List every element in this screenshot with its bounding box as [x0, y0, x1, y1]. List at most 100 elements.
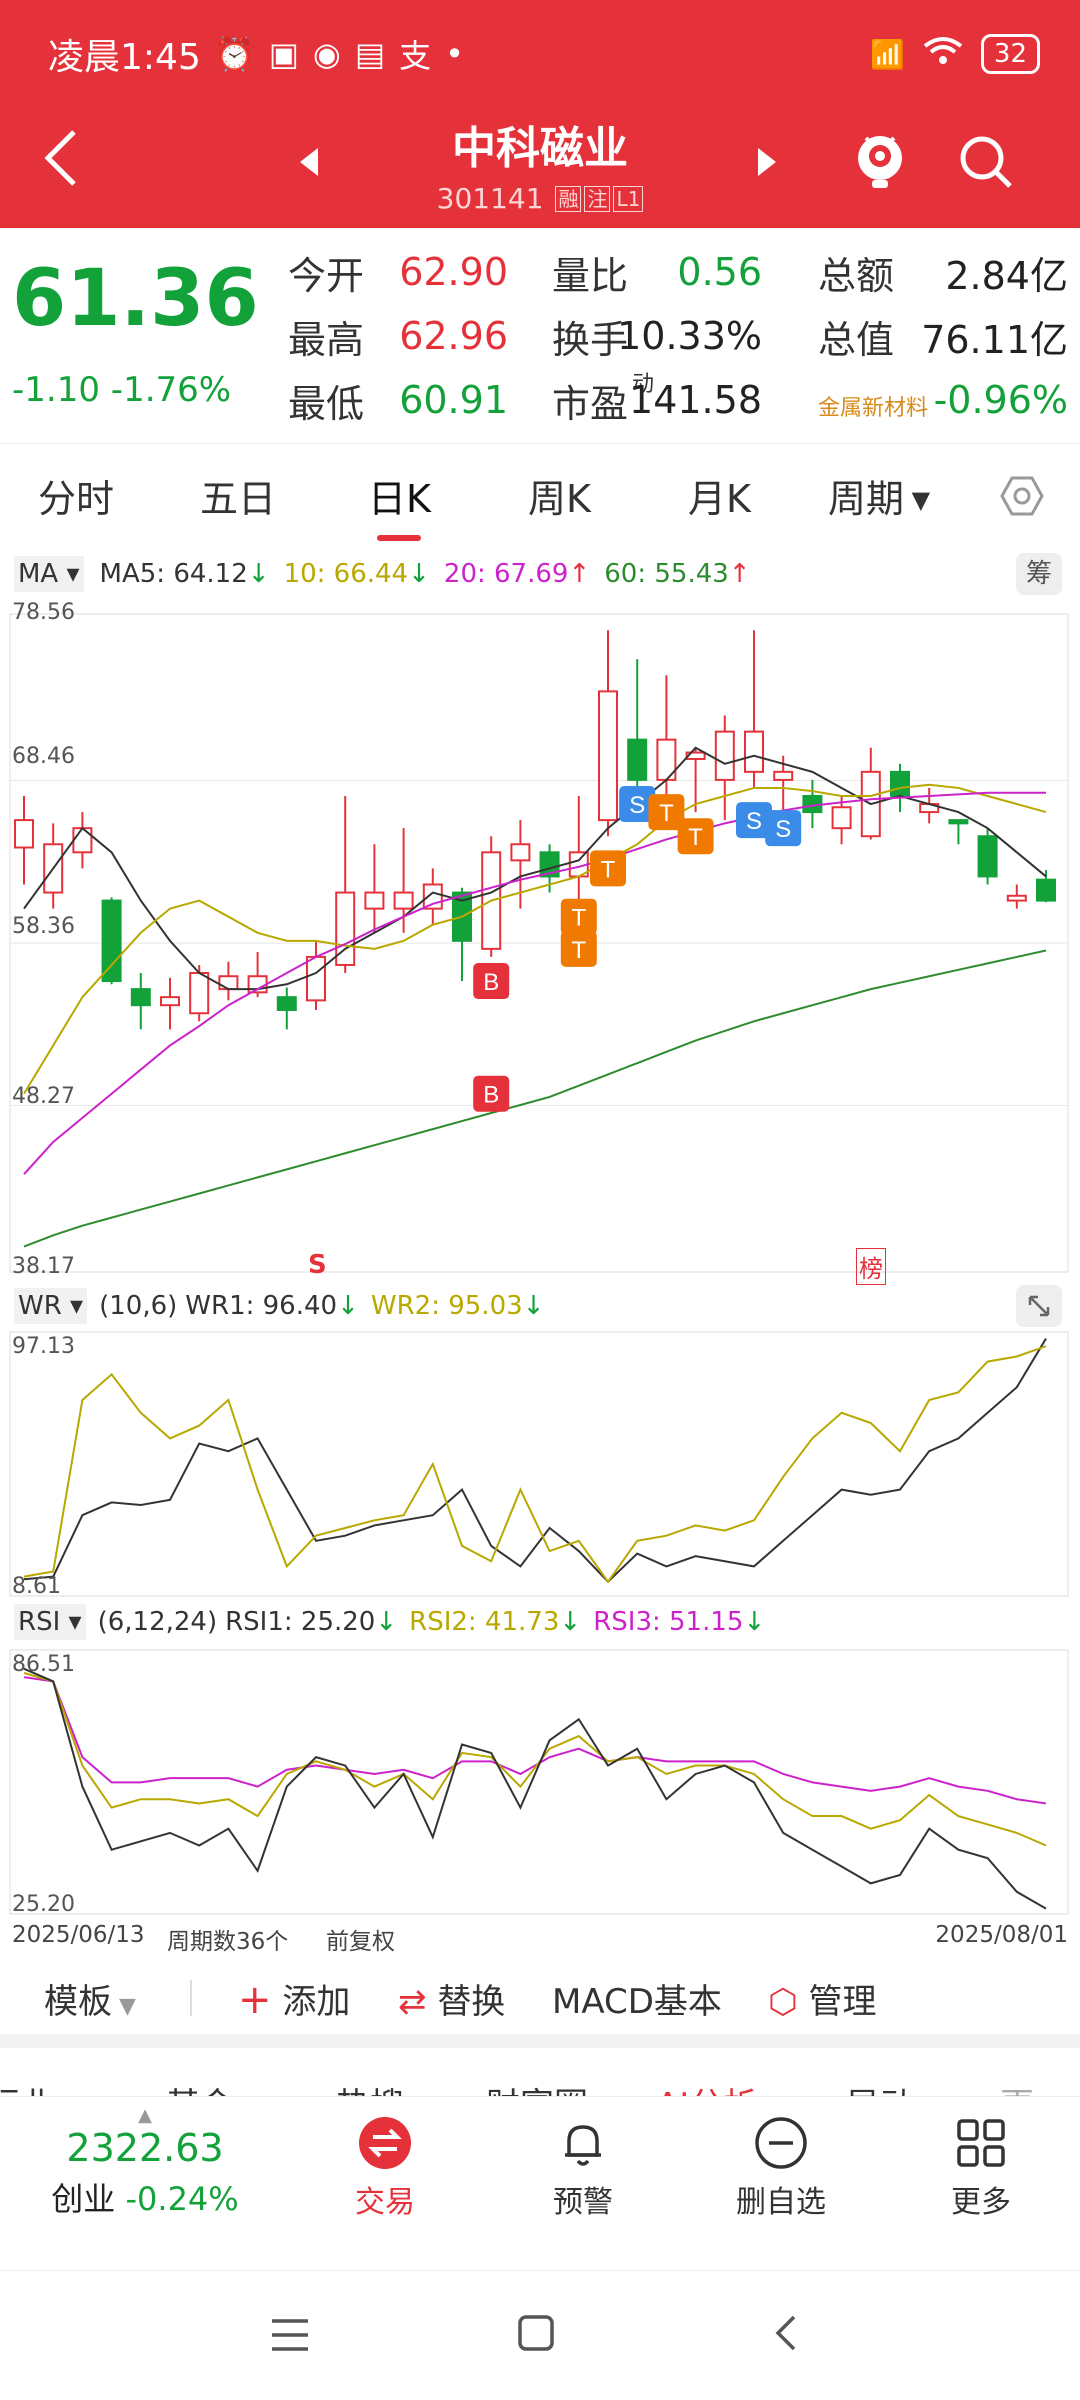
nav-remove-watch[interactable]: 删自选	[706, 2115, 856, 2221]
system-nav	[0, 2270, 1080, 2400]
ma10-arrow: ↓	[408, 559, 430, 589]
candle-body	[189, 972, 210, 1015]
candle-body	[627, 738, 648, 781]
wr-frame	[9, 1331, 1069, 1597]
replace-label: 替换	[437, 1981, 506, 2022]
info-tab-forum[interactable]: 财富圈	[486, 2078, 588, 2096]
home-icon[interactable]	[516, 2313, 556, 2353]
wr1-value: WR1: 96.40	[185, 1291, 338, 1321]
replace-icon: ⇄	[398, 1981, 427, 2022]
manage-label: 管理	[808, 1981, 877, 2022]
index-value: 2322.63	[66, 2126, 224, 2170]
minus-circle-icon	[755, 2117, 807, 2169]
info-tab-industry[interactable]: 行业	[0, 2078, 54, 2096]
quote-value: -0.96%	[933, 378, 1068, 422]
info-tab-fund[interactable]: 基金	[166, 2078, 234, 2096]
s-mark: S	[308, 1250, 327, 1280]
info-tab-ai[interactable]: AI分析	[656, 2078, 757, 2096]
app-header: 凌晨1:45 ⏰ ▣ ◉ ▤ 支 • 📶 32 中科磁业 301141 融注 L1	[0, 0, 1080, 228]
ma60-arrow: ↑	[728, 559, 751, 589]
trade-marker	[560, 898, 597, 935]
expand-icon[interactable]	[1016, 1285, 1062, 1327]
add-button[interactable]: + 添加	[238, 1974, 350, 2023]
next-stock-icon[interactable]	[758, 148, 776, 176]
rsi-y-bottom: 25.20	[12, 1892, 75, 1917]
alarm-icon: ⏰	[214, 35, 255, 73]
search-icon[interactable]	[956, 132, 1016, 192]
quote-label: 量比	[552, 253, 629, 298]
candle-body	[1036, 878, 1056, 902]
nav-alert[interactable]: 预警	[508, 2115, 658, 2221]
tab-weekly-k[interactable]: 周K	[528, 477, 591, 521]
tab-period[interactable]: 周期 ▼	[828, 468, 930, 523]
wr1-arrow: ↓	[337, 1291, 359, 1321]
rsi3-line	[23, 1676, 1047, 1805]
back-nav-icon[interactable]	[770, 2313, 800, 2353]
ma-selector[interactable]: MA ▾	[14, 556, 84, 592]
wr-bar: WR ▾ (10,6) WR1: 96.40 ↓ WR2: 95.03 ↓	[0, 1284, 1080, 1328]
index-widget[interactable]: ▲ 2322.63 创业 -0.24%	[30, 2105, 260, 2220]
menu-icon[interactable]	[268, 2315, 312, 2355]
template-label: 模板	[44, 1981, 112, 2022]
quote-row: 最低 60.91 市盈动 141.58 金属新材料 -0.96%	[288, 370, 1068, 430]
quote-row: 最高 62.96 换手 10.33% 总值 76.11亿	[288, 306, 1068, 366]
candle-body	[685, 751, 706, 760]
mascot-icon[interactable]	[848, 128, 912, 192]
grid-icon	[957, 2119, 1005, 2167]
template-button[interactable]: 模板 ▼	[44, 1974, 136, 2023]
nav-trade[interactable]: 交易	[310, 2115, 460, 2221]
replace-button[interactable]: ⇄ 替换	[398, 1974, 505, 2023]
info-tab-move[interactable]: 异动	[846, 2078, 914, 2096]
macd-button[interactable]: MACD基本	[552, 1981, 722, 2022]
ma5-value: MA5: 64.12	[99, 559, 248, 589]
info-tab-hot[interactable]: 热搜	[336, 2078, 404, 2096]
chip-button[interactable]: 筹	[1016, 553, 1062, 595]
rsi2-line	[23, 1672, 1047, 1847]
trade-marker-label: T	[571, 905, 586, 932]
settings-icon[interactable]	[998, 472, 1046, 520]
candle-body	[306, 955, 326, 1002]
candle-body	[276, 996, 297, 1012]
dot-icon: •	[445, 35, 464, 73]
rsi-selector-label: RSI	[18, 1607, 61, 1637]
quote-label: 总额	[818, 253, 895, 298]
rsi-selector[interactable]: RSI ▾	[14, 1604, 86, 1640]
trade-marker	[677, 818, 714, 855]
index-change: -0.24%	[125, 2180, 239, 2218]
stock-code: 301141	[436, 182, 544, 215]
trade-marker-label: T	[688, 824, 703, 851]
quote-value: 62.90	[399, 250, 508, 294]
bottom-nav: ▲ 2322.63 创业 -0.24% 交易 预警 删自选 更多	[0, 2096, 1080, 2266]
candle-body	[977, 835, 998, 878]
prev-stock-icon[interactable]	[300, 148, 318, 176]
rsi1-arrow: ↓	[375, 1607, 398, 1637]
trade-marker-label: T	[659, 800, 674, 827]
candle-body	[393, 891, 414, 910]
rsi-chart[interactable]	[0, 1648, 1080, 1918]
manage-button[interactable]: ⬡ 管理	[768, 1974, 877, 2023]
quote-value: 141.58	[629, 378, 762, 422]
rsi-bar: RSI ▾ (6,12,24) RSI1: 25.20 ↓ RSI2: 41.73…	[0, 1600, 1080, 1644]
tab-intraday[interactable]: 分时	[38, 477, 115, 521]
wechat-icon: ◉	[312, 35, 341, 73]
candle-body	[14, 819, 34, 849]
info-tab-more[interactable]: 更	[1000, 2078, 1034, 2096]
wr-chart[interactable]	[0, 1330, 1080, 1600]
dropdown-icon: ▼	[904, 486, 931, 514]
candle-body	[948, 819, 969, 825]
bang-mark[interactable]: 榜	[856, 1248, 886, 1285]
divider	[190, 1980, 192, 2016]
wr-selector[interactable]: WR ▾	[14, 1288, 88, 1324]
wr-params: (10,6)	[99, 1291, 178, 1321]
tab-monthly-k[interactable]: 月K	[688, 477, 751, 521]
plus-icon: +	[238, 1976, 272, 2023]
rsi3-value: RSI3: 51.15	[593, 1607, 744, 1637]
tab-five-day[interactable]: 五日	[200, 477, 277, 521]
nav-more[interactable]: 更多	[906, 2115, 1056, 2221]
quote-label[interactable]: 金属新材料	[818, 396, 929, 421]
notification-icon: ▣	[268, 35, 299, 73]
tag-registration: 注	[584, 186, 611, 212]
tab-daily-k[interactable]: 日K	[368, 468, 431, 541]
back-icon[interactable]	[40, 128, 80, 188]
